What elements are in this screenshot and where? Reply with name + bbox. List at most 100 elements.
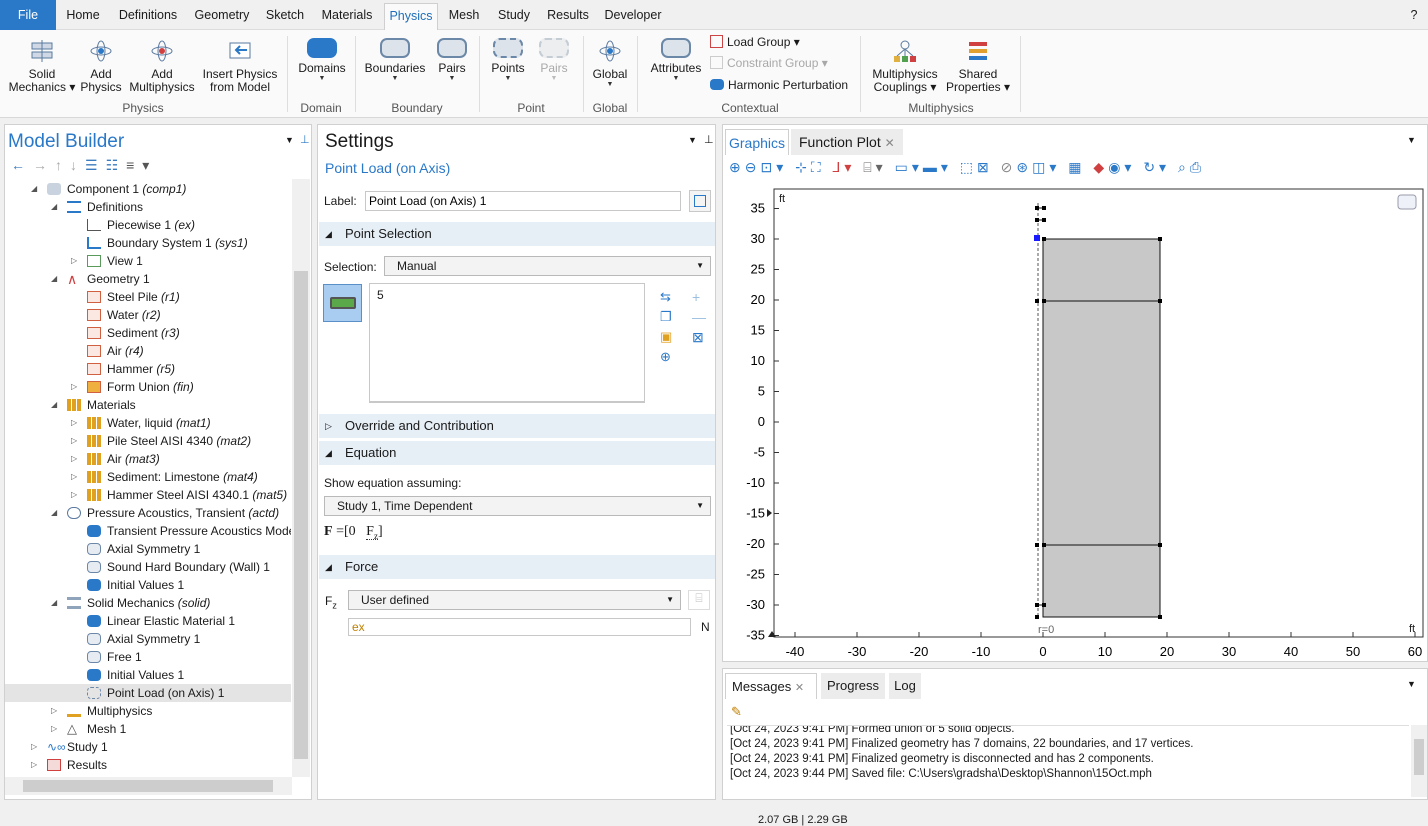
tree-item-form-union[interactable]: ▷ Form Union (fin) [71, 380, 194, 394]
back-arrow-icon[interactable]: ← [11, 157, 33, 173]
render-icon[interactable]: ◉▾ [1108, 159, 1136, 175]
constraint-group-button[interactable]: Constraint Group ▾ [710, 54, 828, 72]
force-type-dropdown[interactable]: User defined ▼ [348, 590, 681, 610]
close-icon[interactable]: ✕ [884, 136, 895, 150]
global-button[interactable]: Global ▼ [590, 38, 630, 89]
view-plane-icon[interactable]: ⌸▾ [863, 159, 887, 175]
pile-domain[interactable] [1042, 238, 1161, 618]
tree-item-sound-hard[interactable]: Sound Hard Boundary (Wall) 1 [5, 558, 291, 576]
point-selection-section[interactable]: ◢ Point Selection [319, 222, 715, 246]
solid-mechanics-button[interactable]: Solid Mechanics ▾ [8, 38, 76, 94]
copy-selection-icon[interactable]: ❐ [660, 309, 672, 324]
boundary-pairs-button[interactable]: Pairs ▼ [432, 38, 472, 83]
zoom-in-icon[interactable]: ⊕ [729, 159, 745, 175]
label-field[interactable] [365, 191, 681, 211]
domains-button[interactable]: Domains ▼ [294, 38, 350, 83]
tab-developer[interactable]: Developer [604, 8, 662, 22]
scrollbar-thumb[interactable] [294, 271, 308, 759]
tree-item-water[interactable]: Water (r2) [5, 306, 291, 324]
attributes-button[interactable]: Attributes ▼ [646, 38, 706, 83]
move-up-icon[interactable]: ↑ [55, 157, 70, 173]
tree-item-steel-pile[interactable]: Steel Pile (r1) [5, 288, 291, 306]
tree-item-point-load[interactable]: Point Load (on Axis) 1 [5, 684, 291, 702]
boundaries-button[interactable]: Boundaries ▼ [362, 38, 428, 83]
tree-item-axial-symmetry-s[interactable]: Axial Symmetry 1 [5, 630, 291, 648]
tree-options-icon[interactable]: ≡▾ [126, 157, 158, 173]
scrollbar-thumb[interactable] [23, 780, 273, 792]
add-to-selection-icon[interactable]: + [692, 289, 701, 305]
tree-item-piecewise[interactable]: Piecewise 1 (ex) [5, 216, 291, 234]
tab-study[interactable]: Study [498, 8, 530, 22]
tree-item-results[interactable]: ▷ Results [31, 758, 108, 772]
zoom-out-icon[interactable]: ⊖ [744, 159, 761, 175]
add-physics-button[interactable]: Add Physics [78, 38, 124, 94]
tab-mesh[interactable]: Mesh [448, 8, 480, 22]
tree-item-axial-symmetry-a[interactable]: Axial Symmetry 1 [5, 540, 291, 558]
select-domain-icon[interactable]: ▭▾ [894, 159, 923, 175]
grid-icon[interactable]: ▦ [1068, 159, 1086, 175]
panel-menu-icon[interactable]: ▼ [1407, 135, 1416, 145]
tree-item-air[interactable]: Air (r4) [5, 342, 291, 360]
zoom-box-icon[interactable]: ⊡▾ [760, 159, 788, 175]
tree-item-initial-values-a[interactable]: Initial Values 1 [5, 576, 291, 594]
tab-function-plot[interactable]: Function Plot ✕ [791, 129, 903, 155]
clipboard-icon[interactable]: ▣ [660, 329, 673, 344]
scene-light-icon[interactable]: ◆ [1093, 159, 1109, 175]
tree-item-material-1[interactable]: ▷ Water, liquid (mat1) [71, 416, 211, 430]
force-expression-field[interactable] [348, 618, 691, 636]
tree-item-material-5[interactable]: ▷ Hammer Steel AISI 4340.1 (mat5) [71, 488, 288, 502]
tree-item-material-3[interactable]: ▷ Air (mat3) [71, 452, 160, 466]
view-cube-icon[interactable] [1397, 194, 1417, 210]
hide-icon[interactable]: ⊘ [1000, 159, 1017, 175]
point-pairs-button[interactable]: Pairs ▼ [534, 38, 574, 83]
tree-item-definitions[interactable]: ◢ Definitions [51, 200, 144, 214]
equation-section[interactable]: ◢ Equation [319, 441, 715, 465]
tab-physics[interactable]: Physics [384, 3, 438, 31]
selected-point[interactable] [1034, 235, 1040, 241]
tree-item-initial-values-s[interactable]: Initial Values 1 [5, 666, 291, 684]
collapse-all-icon[interactable]: ☷ [105, 157, 127, 173]
select-box-icon[interactable]: ⬚ [959, 159, 978, 175]
force-edit-button[interactable]: ⌸ [688, 590, 710, 610]
messages-scrollbar[interactable] [1411, 725, 1427, 797]
tab-log[interactable]: Log [889, 673, 921, 699]
tree-item-sediment[interactable]: Sediment (r3) [5, 324, 291, 342]
scrollbar-thumb[interactable] [1414, 739, 1424, 775]
camera-icon[interactable]: ⌕ [1177, 159, 1190, 175]
panel-menu-icon[interactable]: ▼ [285, 135, 294, 145]
label-edit-button[interactable] [689, 190, 711, 212]
tab-graphics[interactable]: Graphics [725, 129, 789, 155]
pin-icon[interactable]: ⊥ [300, 134, 310, 146]
tree-item-study[interactable]: ▷ ∿∞ Study 1 [31, 740, 108, 754]
force-section[interactable]: ◢ Force [319, 555, 715, 579]
tab-definitions[interactable]: Definitions [118, 8, 178, 22]
points-button[interactable]: Points ▼ [486, 38, 530, 83]
tree-vertical-scrollbar[interactable] [292, 179, 310, 777]
forward-arrow-icon[interactable]: → [33, 157, 55, 173]
tree-horizontal-scrollbar[interactable] [5, 777, 292, 795]
tree-item-material-2[interactable]: ▷ Pile Steel AISI 4340 (mat2) [71, 434, 252, 448]
panel-menu-icon[interactable]: ▼ [688, 135, 697, 145]
expand-all-icon[interactable]: ☰ [85, 157, 106, 173]
tree-item-hammer[interactable]: Hammer (r5) [5, 360, 291, 378]
tab-progress[interactable]: Progress [821, 673, 885, 699]
axis-icon[interactable]: ⅃▾ [832, 159, 856, 175]
help-button[interactable]: ? [1410, 8, 1418, 22]
pin-icon[interactable]: ⊥ [704, 134, 714, 146]
tree-item-geometry[interactable]: ◢ ∧ Geometry 1 [51, 271, 150, 287]
panel-menu-icon[interactable]: ▼ [1407, 679, 1416, 689]
tab-geometry[interactable]: Geometry [194, 8, 250, 22]
tab-file[interactable]: File [0, 0, 56, 30]
zoom-selected-icon[interactable]: ⊹ [795, 159, 811, 175]
remove-from-selection-icon[interactable]: — [692, 309, 706, 325]
tree-item-material-4[interactable]: ▷ Sediment: Limestone (mat4) [71, 470, 258, 484]
override-section[interactable]: ▷ Override and Contribution [319, 414, 715, 438]
tab-results[interactable]: Results [547, 8, 589, 22]
tree-item-linear-elastic[interactable]: Linear Elastic Material 1 [5, 612, 291, 630]
zoom-selection-icon[interactable]: ⊕ [660, 349, 671, 364]
paste-selection-icon[interactable]: ⇆ [660, 289, 671, 304]
tree-item-boundary-system[interactable]: Boundary System 1 (sys1) [5, 234, 291, 252]
load-group-button[interactable]: Load Group ▾ [710, 33, 800, 51]
clear-selection-icon[interactable]: ⊠ [692, 329, 704, 345]
